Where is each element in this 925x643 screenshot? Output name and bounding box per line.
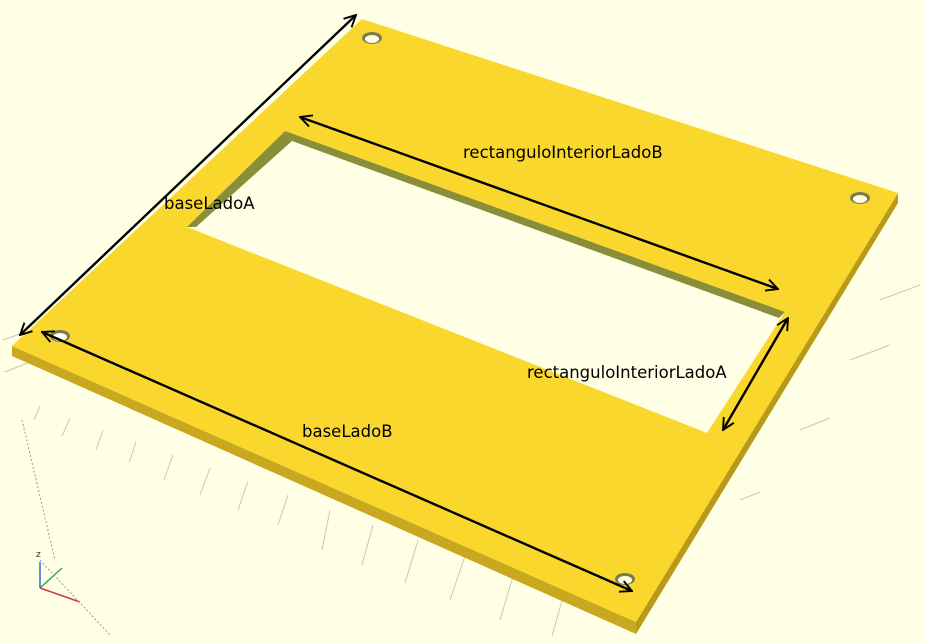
label-rect-lado-b: rectanguloInteriorLadoB — [463, 143, 663, 162]
dimension-arrows — [20, 15, 788, 591]
label-base-lado-a: baseLadoA — [164, 194, 255, 213]
axes-indicator: z — [21, 419, 111, 636]
arrow-rect-lado-b — [300, 117, 778, 289]
axis-z-label: z — [36, 550, 41, 560]
arrow-base-lado-a — [20, 15, 356, 335]
arrow-base-lado-b — [42, 332, 632, 591]
label-base-lado-b: baseLadoB — [302, 422, 393, 441]
label-rect-lado-a: rectanguloInteriorLadoA — [527, 363, 727, 382]
arrow-rect-lado-a — [723, 318, 788, 430]
